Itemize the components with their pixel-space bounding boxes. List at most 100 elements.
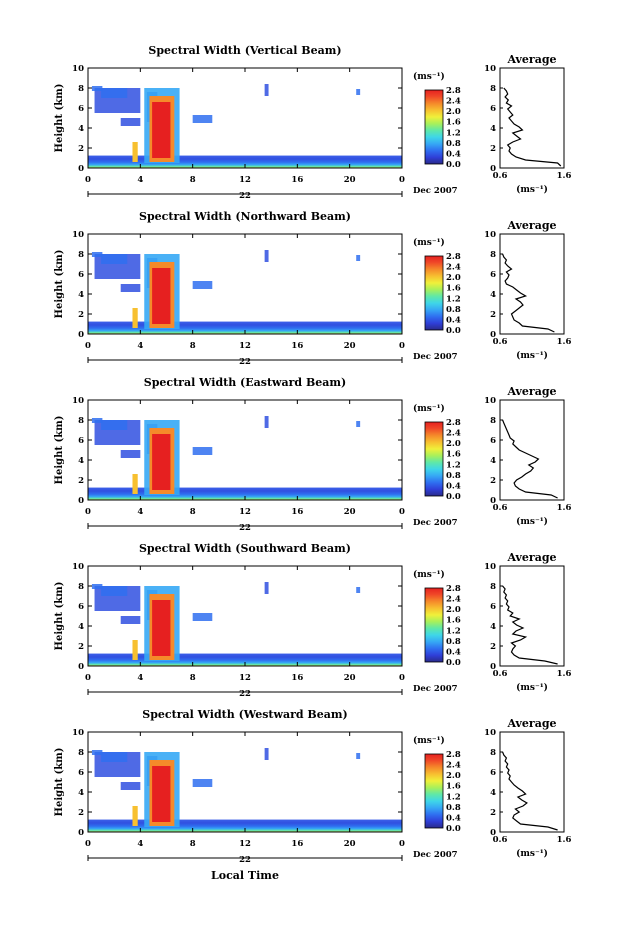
y-tick-label: 6 (78, 270, 84, 280)
profile-title: Average (506, 53, 556, 66)
colorbar-tick-label: 0.8 (446, 139, 461, 149)
x-tick-label: 12 (239, 673, 251, 683)
colorbar-tick-label: 2.0 (446, 605, 461, 615)
x-tick-label: 20 (344, 839, 356, 849)
colorbar-tick-label: 0.4 (446, 813, 461, 823)
y-tick-label: 2 (78, 310, 84, 320)
panel-1: Spectral Width (Vertical Beam) Height (km… (54, 44, 571, 201)
colorbar (424, 421, 444, 497)
colorbar-tick-label: 2.4 (446, 595, 461, 605)
x-tick-label: 20 (344, 341, 356, 351)
y-axis-label: Height (km) (54, 416, 65, 485)
x-tick-label: 0 (85, 839, 91, 849)
x-tick-label: 16 (291, 507, 303, 517)
heatmap-field (88, 732, 402, 832)
low-level-echo (88, 796, 402, 832)
x-tick-label: 8 (190, 175, 196, 185)
profile-y-tick-label: 4 (490, 622, 496, 632)
panel-4: Spectral Width (Southward Beam) Height (k… (54, 542, 571, 699)
y-tick-label: 0 (78, 164, 84, 174)
y-tick-label: 8 (78, 250, 84, 260)
x-tick-label: 16 (291, 673, 303, 683)
x-tick-label: 0 (85, 341, 91, 351)
colorbar-tick-label: 2.8 (446, 418, 461, 428)
small-cell (132, 142, 138, 162)
panel-title: Spectral Width (Westward Beam) (142, 708, 347, 721)
x-tick-label: 0 (399, 341, 405, 351)
y-tick-label: 2 (78, 642, 84, 652)
profile-series-line (502, 253, 555, 333)
date-day: 22 (239, 357, 251, 367)
upper-echo (192, 281, 213, 289)
colorbar-unit: (ms⁻¹) (413, 71, 445, 82)
profile-x-label: (ms⁻¹) (516, 516, 548, 527)
y-tick-label: 8 (78, 416, 84, 426)
x-tick-label: 0 (399, 673, 405, 683)
low-level-echo (88, 464, 402, 500)
colorbar-tick-label: 2.8 (446, 750, 461, 760)
colorbar-tick-label: 2.0 (446, 771, 461, 781)
y-tick-label: 8 (78, 84, 84, 94)
colorbar-tick-label: 2.0 (446, 107, 461, 117)
upper-echo (356, 421, 361, 427)
y-tick-label: 8 (78, 582, 84, 592)
profile-x-tick-label: 1.6 (557, 337, 572, 347)
profile-x-label: (ms⁻¹) (516, 350, 548, 361)
profile-x-tick-label: 1.6 (557, 835, 572, 845)
profile-x-label: (ms⁻¹) (516, 682, 548, 693)
y-tick-label: 8 (78, 748, 84, 758)
profile-x-tick-label: 0.6 (493, 669, 508, 679)
colorbar-tick-label: 2.0 (446, 273, 461, 283)
x-tick-label: 4 (137, 507, 143, 517)
upper-echo (91, 418, 103, 423)
x-tick-label: 16 (291, 175, 303, 185)
profile-x-label: (ms⁻¹) (516, 848, 548, 859)
upper-echo (120, 118, 141, 126)
upper-echo (264, 582, 269, 594)
profile-y-tick-label: 8 (490, 582, 496, 592)
y-tick-label: 10 (72, 562, 84, 572)
x-tick-label: 20 (344, 673, 356, 683)
y-tick-label: 0 (78, 496, 84, 506)
panel-2: Spectral Width (Northward Beam) Height (k… (54, 210, 571, 367)
profile-y-tick-label: 2 (490, 310, 496, 320)
upper-echo (91, 750, 103, 755)
x-tick-label: 0 (399, 507, 405, 517)
panel-5: Spectral Width (Westward Beam) Height (km… (54, 708, 571, 865)
profile-frame (499, 233, 565, 335)
y-tick-label: 4 (78, 622, 84, 632)
upper-echo (120, 450, 141, 458)
colorbar-tick-label: 0.0 (446, 658, 461, 668)
upper-echo (356, 587, 361, 593)
y-axis-label: Height (km) (54, 84, 65, 153)
profile-series-line (502, 585, 558, 665)
colorbar-tick-label: 0.4 (446, 149, 461, 159)
low-level-echo (88, 132, 402, 168)
profile-frame (499, 731, 565, 833)
date-day: 22 (239, 523, 251, 533)
profile-y-tick-label: 6 (490, 270, 496, 280)
profile-y-tick-label: 0 (490, 330, 496, 340)
colorbar-tick-label: 0.4 (446, 481, 461, 491)
upper-echo (264, 250, 269, 262)
x-tick-label: 4 (137, 341, 143, 351)
upper-echo (264, 748, 269, 760)
low-level-echo (88, 298, 402, 334)
profile-y-tick-label: 10 (484, 230, 496, 240)
upper-echo (91, 584, 103, 589)
date-label: Dec 2007 (413, 518, 458, 528)
colorbar-tick-label: 1.6 (446, 118, 461, 128)
upper-echo (101, 586, 128, 596)
colorbar-unit: (ms⁻¹) (413, 569, 445, 580)
profile-y-tick-label: 6 (490, 436, 496, 446)
upper-echo (91, 252, 103, 257)
profile-title: Average (506, 551, 556, 564)
profile-y-tick-label: 10 (484, 562, 496, 572)
colorbar-tick-label: 1.6 (446, 782, 461, 792)
upper-echo (192, 115, 213, 123)
profile-y-tick-label: 4 (490, 290, 496, 300)
y-tick-label: 4 (78, 788, 84, 798)
profile-frame (499, 67, 565, 169)
profile-series-line (502, 419, 558, 499)
